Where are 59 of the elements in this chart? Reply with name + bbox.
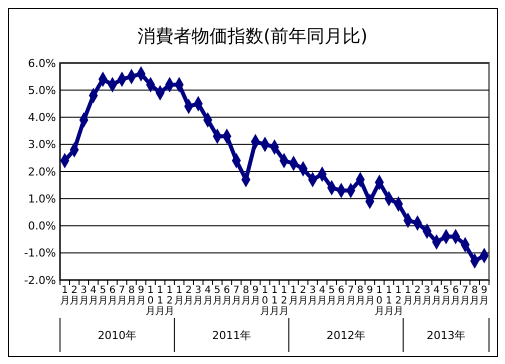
x-tick-label: 5月 <box>212 285 222 306</box>
x-tick-label: 12月 <box>164 285 175 317</box>
chart-title: 消費者物価指数(前年同月比) <box>137 26 368 47</box>
x-tick-label: 5月 <box>326 285 337 306</box>
x-tick-label: 8月 <box>126 285 136 306</box>
x-tick-label: 2月 <box>69 285 80 306</box>
x-tick-label: 10月 <box>260 285 270 317</box>
x-tick-label: 8月 <box>240 285 251 306</box>
y-tick-label: 0.0% <box>28 220 56 233</box>
x-tick-label: 2月 <box>412 285 422 306</box>
text: 2011年 <box>212 329 252 342</box>
x-tick-label: 7月 <box>231 285 242 306</box>
x-tick-label: 6月 <box>222 285 232 306</box>
y-tick-label: 6.0% <box>28 56 56 70</box>
x-tick-label: 1月 <box>60 285 70 306</box>
x-tick-label: 1月 <box>174 285 184 306</box>
x-tick-label: 7月 <box>460 285 470 306</box>
text: 2010年 <box>98 329 137 342</box>
x-tick-label: 8月 <box>355 285 366 306</box>
x-tick-label: 10月 <box>146 285 156 317</box>
x-tick-label: 8月 <box>470 285 480 306</box>
x-tick-label: 9月 <box>136 285 146 306</box>
x-tick-label: 4月 <box>317 285 328 306</box>
y-tick-label: 2.0% <box>28 165 56 178</box>
x-tick-label: 4月 <box>432 285 442 306</box>
y-tick-label: 3.0% <box>28 138 56 152</box>
x-tick-label: 7月 <box>346 285 356 306</box>
x-tick-label: 12月 <box>279 285 290 317</box>
x-tick-label: 6月 <box>107 285 118 306</box>
x-tick-label: 1月 <box>402 285 413 306</box>
x-tick-label: 11月 <box>384 285 394 317</box>
x-tick-label: 9月 <box>250 285 260 306</box>
x-tick-label: 11月 <box>270 285 280 317</box>
x-tick-label: 4月 <box>88 285 98 306</box>
x-tick-label: 1月 <box>288 285 299 306</box>
x-tick-label: 3月 <box>78 285 89 306</box>
y-tick-label: -2.0% <box>24 274 56 287</box>
x-tick-label: 6月 <box>336 285 346 306</box>
x-tick-label: 5月 <box>441 285 452 306</box>
x-tick-label: 4月 <box>202 285 213 306</box>
x-tick-label: 7月 <box>116 285 127 306</box>
x-tick-label: 6月 <box>450 285 461 306</box>
x-tick-label: 3月 <box>308 285 318 306</box>
x-tick-label: 9月 <box>364 285 375 306</box>
y-tick-label: 1.0% <box>28 192 56 206</box>
x-tick-label: 5月 <box>98 285 108 306</box>
y-tick-label: 4.0% <box>28 111 56 124</box>
x-tick-label: 10月 <box>374 285 384 317</box>
text: 2012年 <box>326 329 366 342</box>
x-tick-label: 11月 <box>155 285 166 317</box>
text: 2013年 <box>426 329 466 342</box>
x-tick-label: 12月 <box>393 285 404 317</box>
y-tick-label: 5.0% <box>28 84 56 97</box>
x-tick-label: 3月 <box>193 285 204 306</box>
x-tick-label: 3月 <box>422 285 432 306</box>
x-tick-label: 9月 <box>479 285 490 306</box>
y-tick-label: -1.0% <box>24 246 56 260</box>
x-tick-label: 2月 <box>298 285 308 306</box>
x-tick-label: 2月 <box>184 285 194 306</box>
